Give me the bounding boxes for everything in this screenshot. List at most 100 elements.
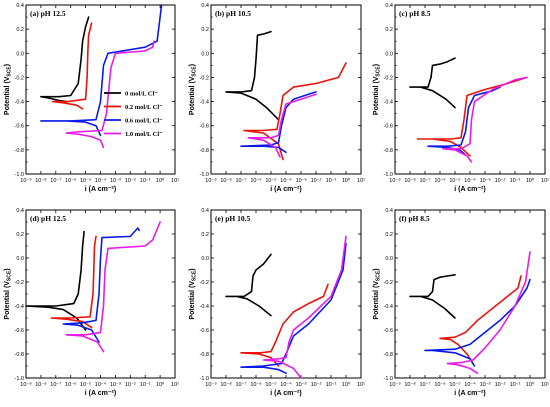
series-line-4 xyxy=(65,40,155,149)
x-tick-label: 10⁰ xyxy=(526,177,535,184)
chart-panel-3: -1.0 -0.8 -0.6 -0.4 -0.2 0.0 0.2 0.4 10⁻⁹ 10⁻⁸ 10⁻… xyxy=(373,3,549,193)
x-tick-label: 10⁰ xyxy=(156,381,165,388)
x-axis-title: i (A cm⁻²) xyxy=(85,390,116,397)
series-line-3 xyxy=(240,242,347,374)
x-tick-label: 10⁻⁶ xyxy=(250,177,261,184)
x-tick-label: 10⁻⁶ xyxy=(65,177,76,184)
x-tick-label: 10¹ xyxy=(357,178,365,184)
x-tick-label: 10⁻⁸ xyxy=(220,381,231,388)
x-tick-label: 10⁻⁵ xyxy=(265,177,276,184)
y-tick-label: 0.4 xyxy=(201,208,209,214)
x-tick-label: 10⁻⁸ xyxy=(404,177,415,184)
series-line-4 xyxy=(262,235,347,379)
legend-label: 0.6 mol/L Cl⁻ xyxy=(125,117,163,124)
x-tick-label: 10⁰ xyxy=(526,381,535,388)
x-tick-label: 10⁻⁷ xyxy=(235,381,246,388)
series-line-2 xyxy=(243,62,347,161)
y-axis-title: Potential (VSCE) xyxy=(373,64,382,115)
x-tick-label: 10⁻² xyxy=(311,178,322,184)
y-tick-label: -0.2 xyxy=(15,75,24,81)
y-tick-label: -0.2 xyxy=(200,280,209,286)
legend-label: 0.2 mol/L Cl⁻ xyxy=(125,104,163,111)
series-line-1 xyxy=(225,30,280,121)
legend-label: 1.0 mol/L Cl⁻ xyxy=(125,131,163,138)
y-tick-label: 0.0 xyxy=(16,51,24,57)
y-tick-label: 0.0 xyxy=(385,51,393,57)
x-tick-label: 10⁻⁹ xyxy=(205,177,216,184)
x-tick-label: 10⁻⁴ xyxy=(280,381,292,388)
x-tick-label: 10¹ xyxy=(357,382,365,388)
y-tick-label: -1.0 xyxy=(15,376,24,382)
x-tick-label: 10⁻⁴ xyxy=(280,177,292,184)
y-tick-label: -0.6 xyxy=(384,328,393,334)
x-axis-title: i (A cm⁻²) xyxy=(454,186,485,193)
y-tick-label: -0.2 xyxy=(200,75,209,81)
series-line-3 xyxy=(240,91,317,154)
x-tick-label: 10⁻⁵ xyxy=(265,381,276,388)
series-line-2 xyxy=(50,235,97,329)
x-tick-label: 10⁻⁶ xyxy=(434,381,445,388)
x-tick-label: 10⁻⁴ xyxy=(464,381,476,388)
x-tick-label: 10⁰ xyxy=(342,177,351,184)
chart-panel-4: -1.0 -0.8 -0.6 -0.4 -0.2 0.0 0.2 0.4 10⁻⁹ 10⁻⁸ 10⁻… xyxy=(4,208,179,397)
y-tick-label: 0.4 xyxy=(385,3,393,9)
x-tick-label: 10⁻³ xyxy=(480,382,491,388)
x-tick-label: 10⁻⁵ xyxy=(449,177,460,184)
x-tick-label: 10⁻⁴ xyxy=(464,177,476,184)
y-tick-label: -0.8 xyxy=(200,148,209,154)
x-tick-label: 10⁻³ xyxy=(296,178,307,184)
plot-frame xyxy=(394,4,546,175)
chart-panel-1: -1.0 -0.8 -0.6 -0.4 -0.2 0.0 0.2 0.4 10⁻⁹ 10⁻⁸ 10⁻… xyxy=(4,3,179,193)
y-tick-label: -0.4 xyxy=(15,100,24,106)
x-tick-label: 10⁻¹ xyxy=(510,178,521,184)
y-tick-label: 0.2 xyxy=(16,27,24,33)
panel-label: (a) pH 12.5 xyxy=(30,9,66,18)
y-tick-label: 0.2 xyxy=(385,232,393,238)
y-tick-label: -0.2 xyxy=(384,75,393,81)
x-tick-label: 10¹ xyxy=(171,382,179,388)
x-tick-label: 10⁻³ xyxy=(110,382,121,388)
y-tick-label: -1.0 xyxy=(200,376,209,382)
x-tick-label: 10⁻² xyxy=(495,178,506,184)
x-tick-label: 10⁻² xyxy=(311,382,322,388)
y-axis-title: Potential (VSCE) xyxy=(4,64,13,115)
x-tick-label: 10¹ xyxy=(541,382,549,388)
y-tick-label: 0.4 xyxy=(201,3,209,9)
x-tick-label: 10⁻⁵ xyxy=(449,381,460,388)
series-line-2 xyxy=(416,76,528,157)
x-tick-label: 10⁻⁷ xyxy=(50,381,61,388)
x-tick-label: 10⁻⁸ xyxy=(35,177,46,184)
y-tick-label: 0.0 xyxy=(201,51,209,57)
x-tick-label: 10⁻³ xyxy=(480,178,491,184)
x-tick-label: 10⁻² xyxy=(495,382,506,388)
y-axis-title: Potential (VSCE) xyxy=(189,268,198,319)
y-tick-label: -0.8 xyxy=(384,148,393,154)
x-tick-label: 10¹ xyxy=(541,178,549,184)
x-tick-label: 10⁻¹ xyxy=(510,382,521,388)
y-tick-label: -1.0 xyxy=(200,172,209,178)
series-line-2 xyxy=(52,22,93,110)
y-tick-label: -0.8 xyxy=(384,352,393,358)
y-tick-label: -0.4 xyxy=(200,100,209,106)
x-tick-label: 10⁻¹ xyxy=(140,178,151,184)
x-tick-label: 10⁻⁸ xyxy=(220,177,231,184)
panel-label: (d) pH 12.5 xyxy=(30,214,66,223)
chart-panel-2: -1.0 -0.8 -0.6 -0.4 -0.2 0.0 0.2 0.4 10⁻⁹ 10⁻⁸ 10⁻… xyxy=(189,3,365,193)
x-tick-label: 10⁻⁵ xyxy=(80,177,91,184)
x-tick-label: 10⁻² xyxy=(125,178,136,184)
x-tick-label: 10⁻⁷ xyxy=(419,177,430,184)
series-line-2 xyxy=(240,283,329,367)
series-line-4 xyxy=(65,221,161,353)
plot-frame xyxy=(210,4,362,175)
chart-panel-6: -1.0 -0.8 -0.6 -0.4 -0.2 0.0 0.2 0.4 10⁻⁹ 10⁻⁸ 10⁻… xyxy=(373,208,549,397)
series-line-4 xyxy=(247,93,317,158)
series-line-1 xyxy=(25,230,87,331)
y-tick-label: 0.0 xyxy=(201,256,209,262)
panel-label: (c) pH 8.5 xyxy=(399,9,431,18)
x-tick-label: 10⁻⁹ xyxy=(389,177,400,184)
x-tick-label: 10⁻⁴ xyxy=(95,177,107,184)
x-tick-label: 10⁻⁷ xyxy=(50,177,61,184)
panel-label: (e) pH 10.5 xyxy=(215,214,250,223)
y-tick-label: -0.4 xyxy=(384,304,393,310)
